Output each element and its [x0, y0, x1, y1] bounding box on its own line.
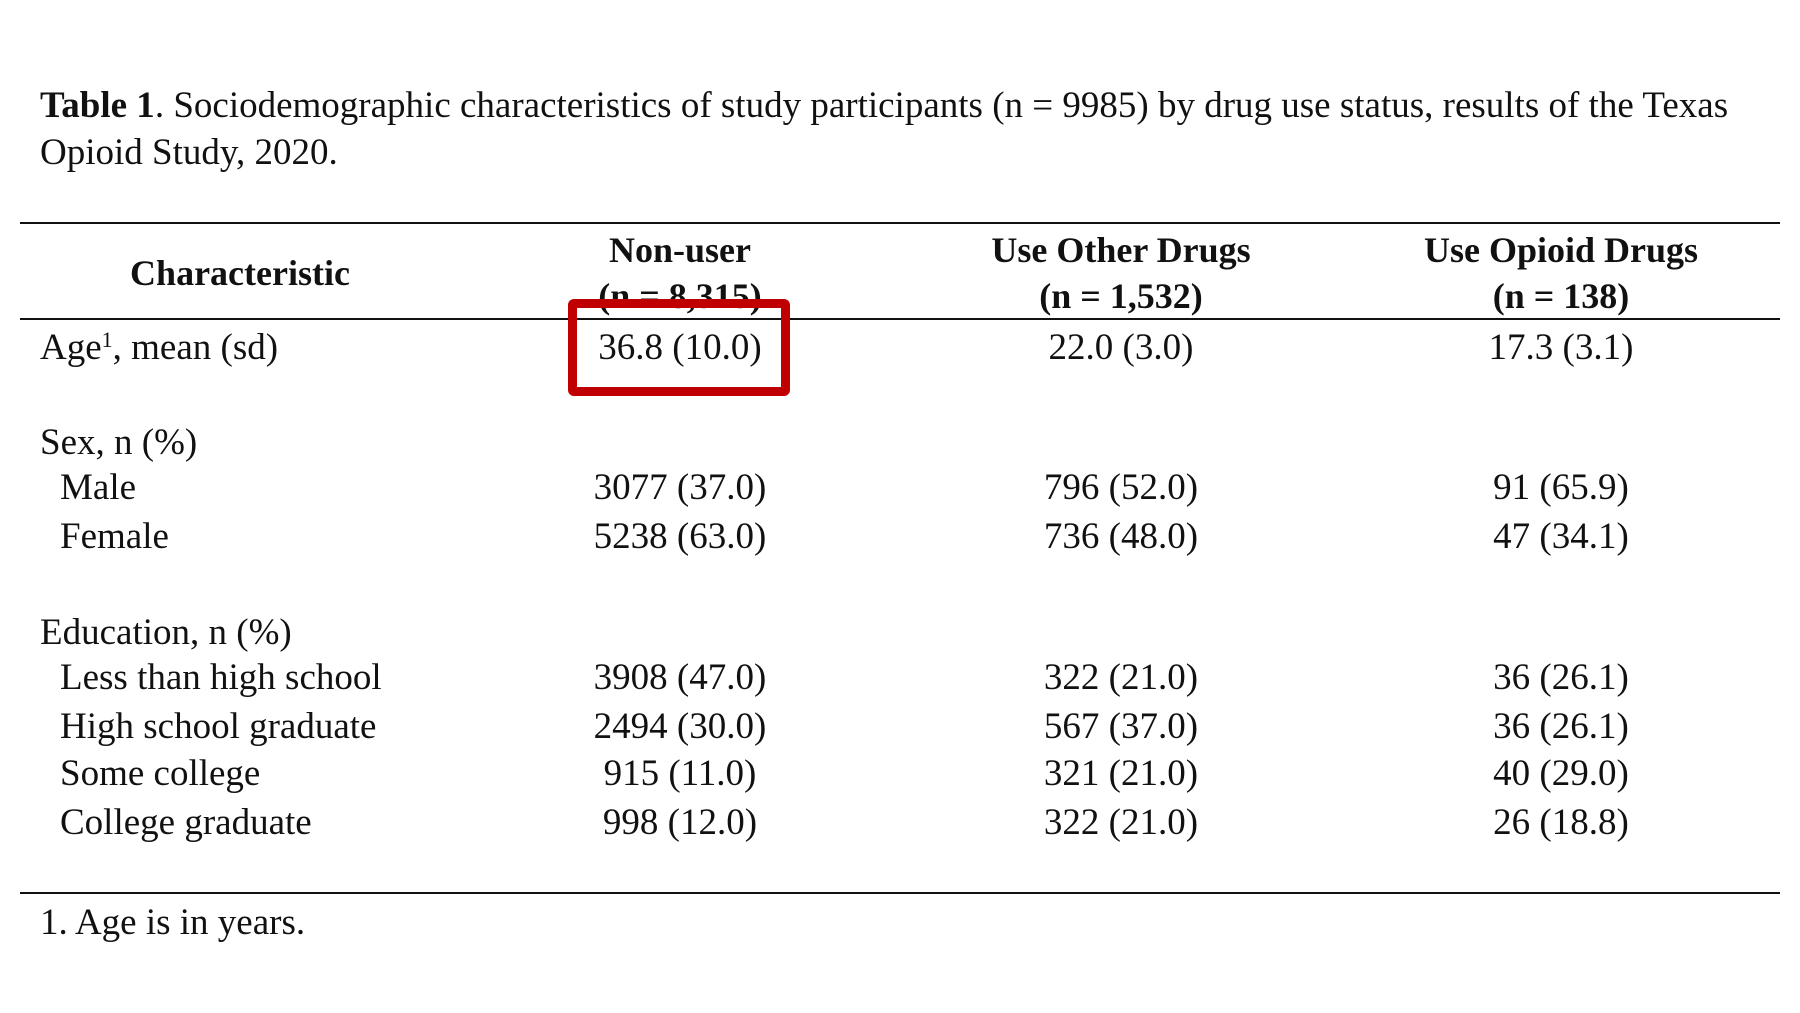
- male-use-opioid-drugs: 91 (65.9): [1493, 467, 1629, 508]
- header-non-user-title: Non-user: [609, 230, 751, 270]
- table-header-rule: [20, 318, 1780, 320]
- high-school-graduate-non-user: 2494 (30.0): [593, 706, 767, 747]
- male-non-user: 3077 (37.0): [593, 467, 767, 508]
- female-non-user: 5238 (63.0): [593, 516, 767, 557]
- less-than-high-school-non-user: 3908 (47.0): [593, 657, 767, 698]
- table-footnote: 1. Age is in years.: [40, 902, 306, 943]
- row-label-high-school-graduate: High school graduate: [60, 706, 377, 747]
- header-use-other-drugs-n: (n = 1,532): [1039, 276, 1203, 316]
- row-label-college-graduate: College graduate: [60, 802, 312, 843]
- header-non-user: Non-user (n = 8,315): [505, 227, 855, 319]
- some-college-use-other-drugs: 321 (21.0): [1043, 753, 1199, 794]
- table-bottom-rule: [20, 892, 1780, 894]
- less-than-high-school-use-other-drugs: 322 (21.0): [1043, 657, 1199, 698]
- age-label: Age: [40, 327, 102, 368]
- female-use-other-drugs: 736 (48.0): [1043, 516, 1199, 557]
- high-school-graduate-use-other-drugs: 567 (37.0): [1043, 706, 1199, 747]
- header-characteristic: Characteristic: [130, 253, 350, 293]
- row-label-female: Female: [60, 516, 169, 557]
- row-label-less-than-high-school: Less than high school: [60, 657, 382, 698]
- section-label-education: Education, n (%): [40, 612, 292, 653]
- age-label-rest: , mean (sd): [112, 327, 279, 368]
- table-label: Table 1: [40, 85, 155, 126]
- some-college-non-user: 915 (11.0): [603, 753, 757, 794]
- high-school-graduate-use-opioid-drugs: 36 (26.1): [1493, 706, 1629, 747]
- age-use-other-drugs: 22.0 (3.0): [1048, 327, 1194, 368]
- header-non-user-n: (n = 8,315): [598, 276, 762, 316]
- male-use-other-drugs: 796 (52.0): [1043, 467, 1199, 508]
- age-use-opioid-drugs: 17.3 (3.1): [1488, 327, 1634, 368]
- header-use-opioid-drugs-n: (n = 138): [1492, 276, 1630, 316]
- row-label-age: Age1, mean (sd): [40, 326, 278, 370]
- some-college-use-opioid-drugs: 40 (29.0): [1493, 753, 1629, 794]
- table-top-rule: [20, 222, 1780, 224]
- table-caption-text: . Sociodemographic characteristics of st…: [40, 85, 1729, 173]
- less-than-high-school-use-opioid-drugs: 36 (26.1): [1493, 657, 1629, 698]
- female-use-opioid-drugs: 47 (34.1): [1493, 516, 1629, 557]
- header-use-opioid-drugs-title: Use Opioid Drugs: [1423, 230, 1699, 270]
- college-graduate-use-opioid-drugs: 26 (18.8): [1493, 802, 1629, 843]
- age-footnote-marker: 1: [101, 327, 113, 352]
- header-use-other-drugs-title: Use Other Drugs: [991, 230, 1251, 270]
- college-graduate-use-other-drugs: 322 (21.0): [1043, 802, 1199, 843]
- age-non-user: 36.8 (10.0): [598, 327, 762, 368]
- header-use-other-drugs: Use Other Drugs (n = 1,532): [946, 227, 1296, 319]
- header-use-opioid-drugs: Use Opioid Drugs (n = 138): [1386, 227, 1736, 319]
- table-caption: Table 1. Sociodemographic characteristic…: [40, 82, 1740, 176]
- section-label-sex: Sex, n (%): [40, 422, 198, 463]
- row-label-male: Male: [60, 467, 137, 508]
- college-graduate-non-user: 998 (12.0): [602, 802, 758, 843]
- highlight-box: [568, 299, 790, 396]
- row-label-some-college: Some college: [60, 753, 261, 794]
